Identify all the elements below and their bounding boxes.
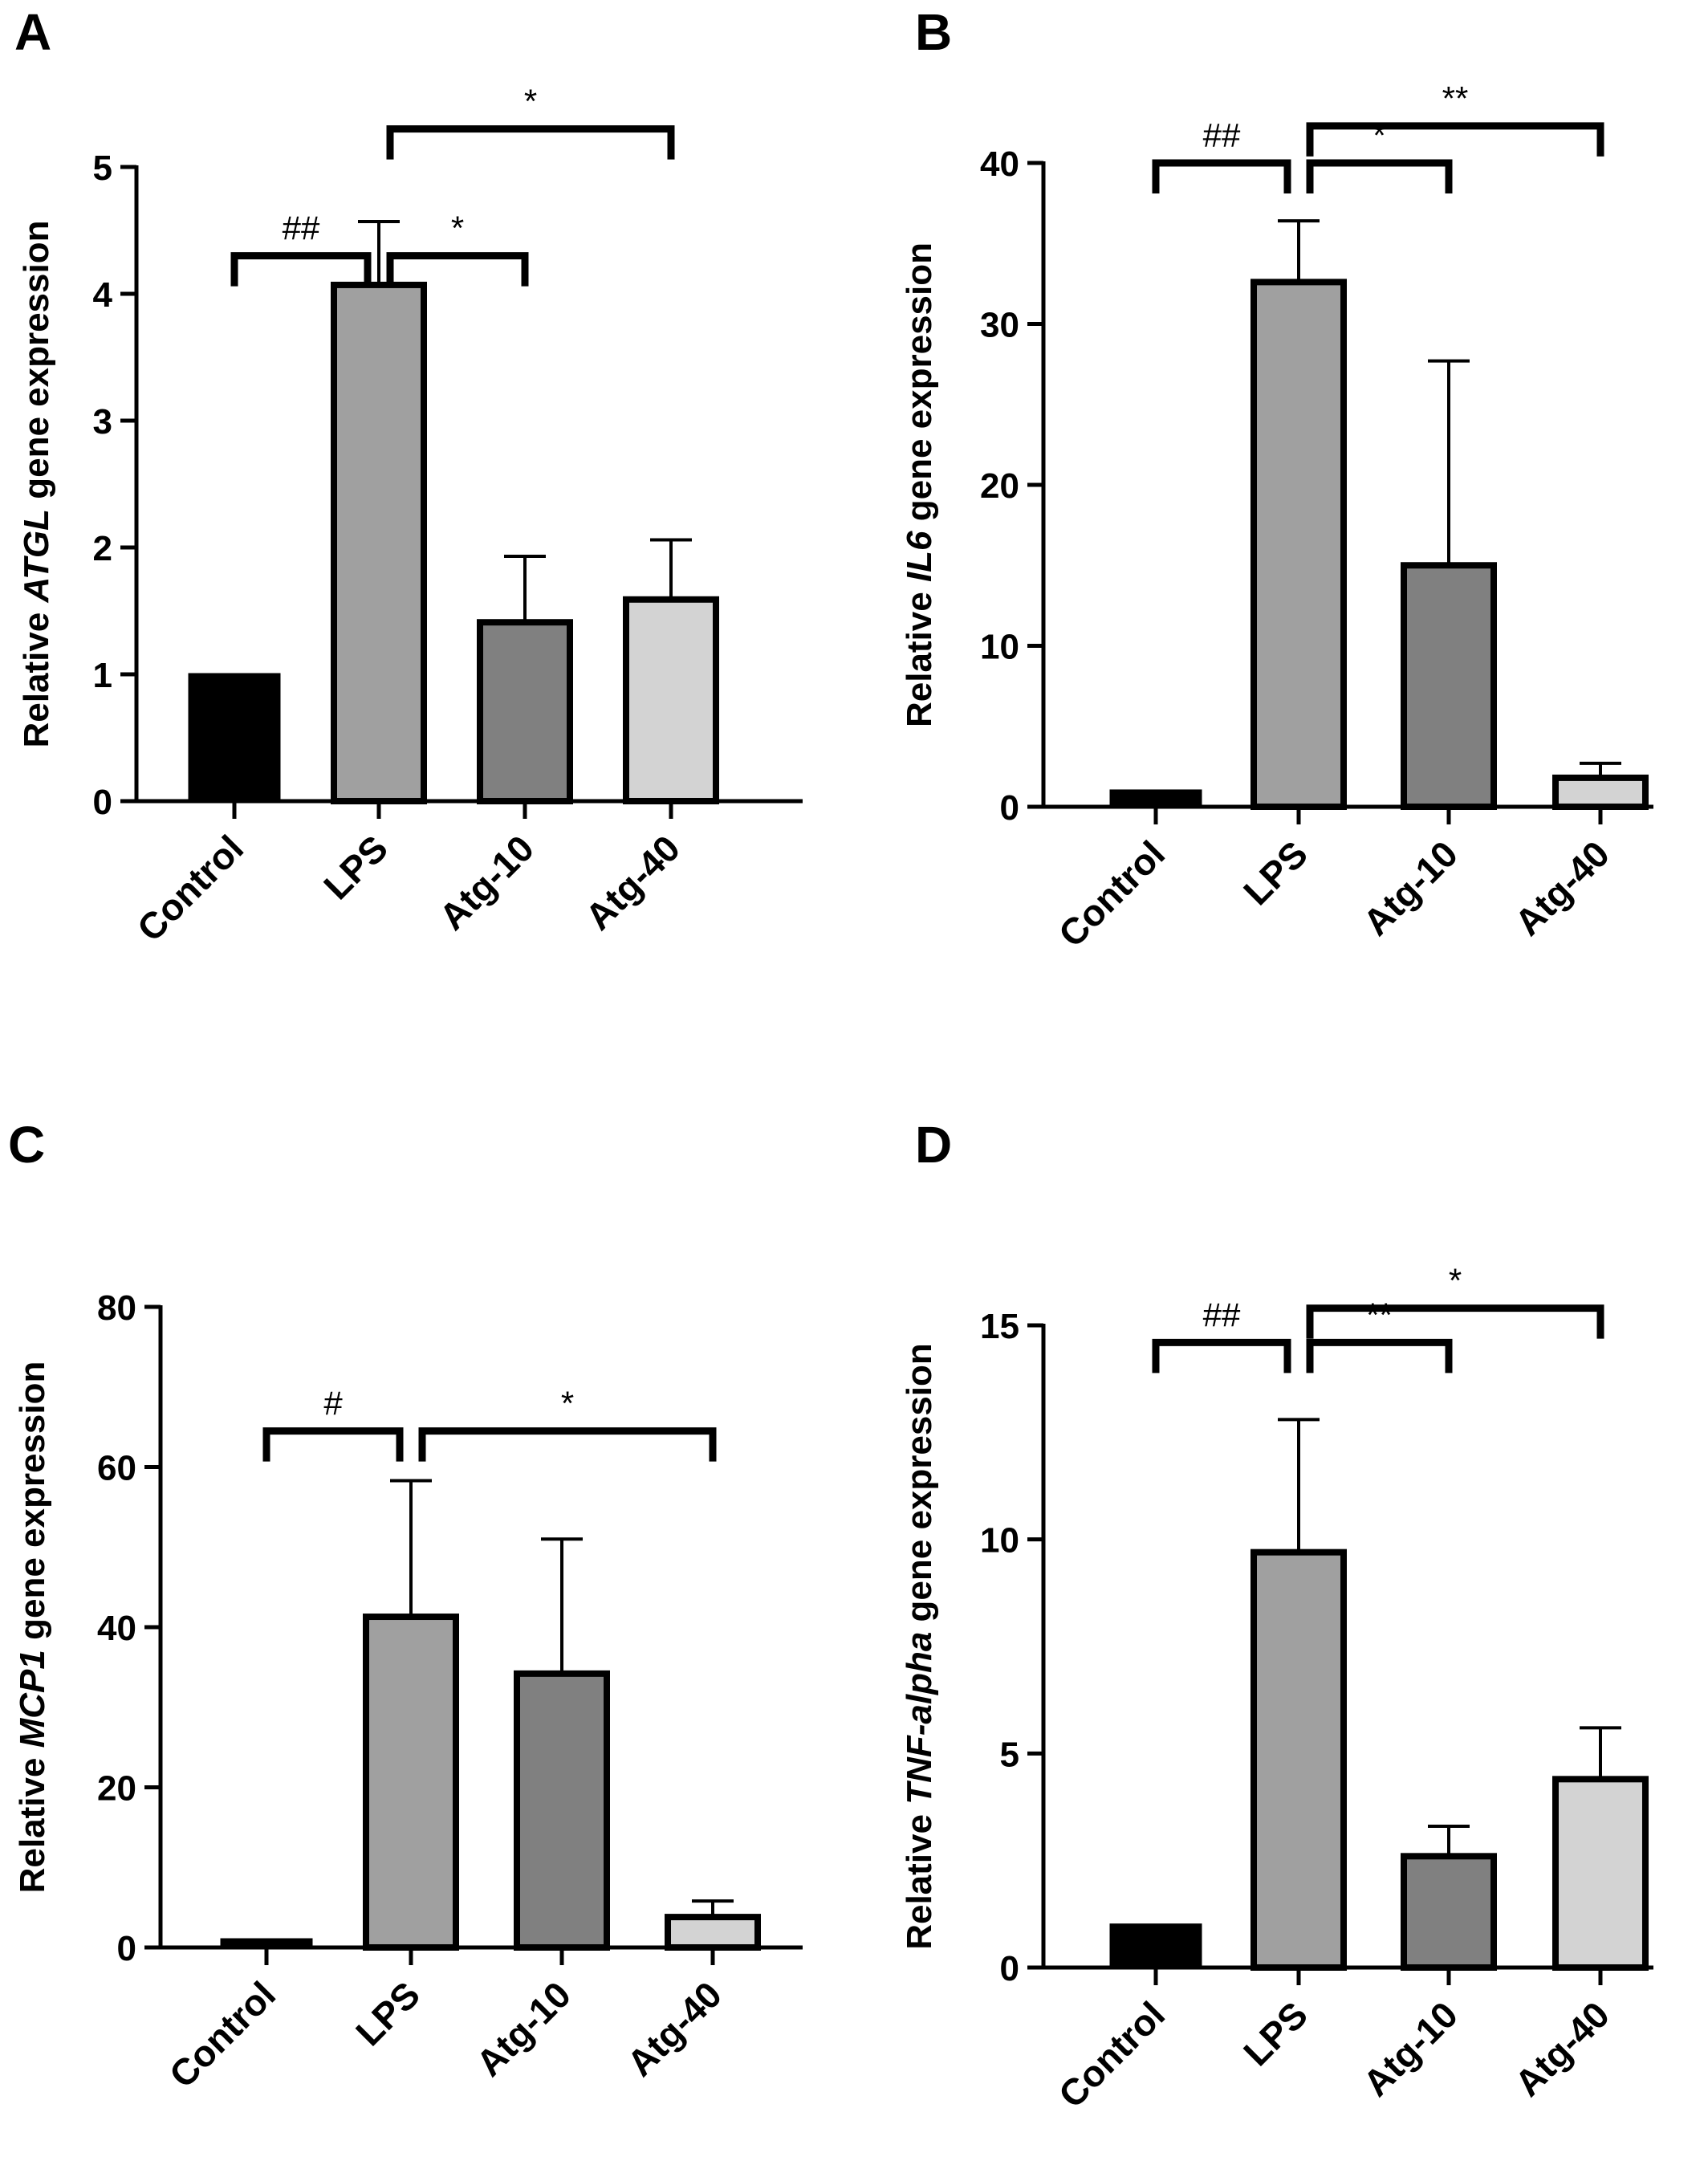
y-label-part: Relative xyxy=(900,1805,939,1950)
panel-label: A xyxy=(14,3,51,61)
significance-bracket xyxy=(230,252,372,287)
y-tick-label: 0 xyxy=(117,1929,136,1968)
x-tick-label: Control xyxy=(129,827,251,949)
y-tick-label: 40 xyxy=(97,1609,136,1648)
panel-d: D 0 5 10 15 Relative TNF-alpha gene expressio… xyxy=(900,1116,1653,2116)
x-tick-label: LPS xyxy=(1235,832,1316,913)
y-label-part: gene expression xyxy=(900,1343,939,1631)
x-tick-label: Atg-40 xyxy=(619,1973,730,2084)
x-tick-label: Control xyxy=(1051,832,1173,954)
significance-bracket xyxy=(1306,122,1604,157)
y-tick-label: 0 xyxy=(1000,788,1019,828)
significance-bracket xyxy=(1152,1338,1291,1374)
y-tick-label: 40 xyxy=(980,144,1019,184)
significance-label: * xyxy=(561,1385,574,1422)
y-label-part: gene expression xyxy=(13,1361,52,1650)
significance-bracket xyxy=(262,1427,404,1462)
y-tick-label: 15 xyxy=(980,1307,1019,1346)
panel-a: A 0 1 2 3 4 5 Relative ATGL gene expression Cont… xyxy=(14,3,803,950)
significance-label: ## xyxy=(1203,1296,1241,1333)
x-tick-label: Atg-10 xyxy=(1355,1993,1466,2104)
gene-name: MCP1 xyxy=(13,1650,52,1748)
x-tick-label: Control xyxy=(161,1973,283,2095)
y-tick-label: 10 xyxy=(980,628,1019,667)
y-tick-label: 10 xyxy=(980,1521,1019,1561)
y-label-part: Relative xyxy=(900,582,939,727)
significance-bracket xyxy=(1306,1338,1453,1374)
significance-bracket xyxy=(1152,159,1291,193)
y-axis-label: Relative IL6 gene expression xyxy=(900,242,939,727)
x-tick-label: LPS xyxy=(1235,1993,1316,2074)
significance-label: * xyxy=(524,83,537,120)
bar-atg-10 xyxy=(1401,1853,1497,1971)
bar-lps xyxy=(331,281,427,804)
panel-label: C xyxy=(8,1116,45,1174)
y-tick-label: 0 xyxy=(93,783,112,822)
bar-atg-10 xyxy=(477,619,573,804)
y-tick-label: 4 xyxy=(93,275,113,315)
y-tick-label: 30 xyxy=(980,306,1019,345)
y-label-part: Relative xyxy=(17,603,56,748)
x-tick-label: Control xyxy=(1051,1993,1173,2115)
bar-lps xyxy=(363,1614,459,1951)
x-tick-label: Atg-10 xyxy=(1355,832,1466,943)
panel-label: B xyxy=(915,3,952,61)
significance-label: * xyxy=(451,210,464,247)
significance-label: ## xyxy=(283,210,320,247)
x-tick-label: LPS xyxy=(348,1973,428,2053)
significance-bracket xyxy=(386,252,529,287)
significance-label: * xyxy=(1372,116,1385,154)
significance-label: ** xyxy=(1442,79,1469,117)
y-label-part: gene expression xyxy=(17,221,56,509)
significance-bracket xyxy=(1306,1304,1604,1339)
significance-label: * xyxy=(1449,1262,1462,1300)
y-tick-label: 2 xyxy=(93,529,112,568)
bar-atg-40 xyxy=(1552,1776,1649,1971)
y-tick-label: 5 xyxy=(1000,1735,1019,1774)
y-label-part: gene expression xyxy=(900,242,939,531)
y-axis-label: Relative MCP1 gene expression xyxy=(13,1361,52,1894)
gene-name: ATGL xyxy=(17,509,56,604)
y-tick-label: 60 xyxy=(97,1449,136,1488)
bar-atg-10 xyxy=(1401,562,1497,810)
x-tick-label: Atg-10 xyxy=(468,1973,579,2084)
y-tick-label: 5 xyxy=(93,149,112,188)
panel-label: D xyxy=(915,1116,952,1174)
y-tick-label: 1 xyxy=(93,656,112,695)
y-tick-label: 20 xyxy=(97,1769,136,1809)
significance-bracket xyxy=(418,1427,717,1462)
significance-label: # xyxy=(323,1385,343,1422)
significance-label: ## xyxy=(1203,116,1241,154)
gene-name: IL6 xyxy=(900,531,939,582)
panel-c: C 0 20 40 60 80 Relative MCP1 gene expression C… xyxy=(8,1116,803,2096)
bar-atg-40 xyxy=(623,596,719,805)
y-tick-label: 3 xyxy=(93,402,112,442)
x-tick-label: Atg-10 xyxy=(431,827,542,938)
significance-label: ** xyxy=(1366,1296,1393,1333)
gene-name: TNF-alpha xyxy=(900,1632,939,1805)
y-label-part: Relative xyxy=(13,1748,52,1893)
y-tick-label: 20 xyxy=(980,466,1019,506)
bar-lps xyxy=(1250,279,1347,810)
significance-bracket xyxy=(386,125,675,160)
bar-control xyxy=(1109,1923,1202,1969)
panel-b: B 0 10 20 30 40 Relative IL6 gene expression Co… xyxy=(900,3,1653,955)
bar-lps xyxy=(1250,1549,1347,1971)
bar-atg-40 xyxy=(665,1914,761,1951)
x-tick-label: Atg-40 xyxy=(1507,1993,1617,2104)
y-tick-label: 0 xyxy=(1000,1949,1019,1988)
bar-atg-10 xyxy=(514,1670,610,1951)
bar-control xyxy=(188,673,281,803)
significance-bracket xyxy=(1306,159,1453,193)
x-tick-label: LPS xyxy=(315,827,396,907)
y-axis-label: Relative TNF-alpha gene expression xyxy=(900,1343,939,1950)
bar-control xyxy=(1109,789,1202,808)
x-tick-label: Atg-40 xyxy=(577,827,688,938)
y-axis-label: Relative ATGL gene expression xyxy=(17,221,56,748)
bar-atg-40 xyxy=(1552,774,1649,810)
x-tick-label: Atg-40 xyxy=(1507,832,1617,943)
y-tick-label: 80 xyxy=(97,1288,136,1328)
bar-control xyxy=(220,1938,313,1949)
